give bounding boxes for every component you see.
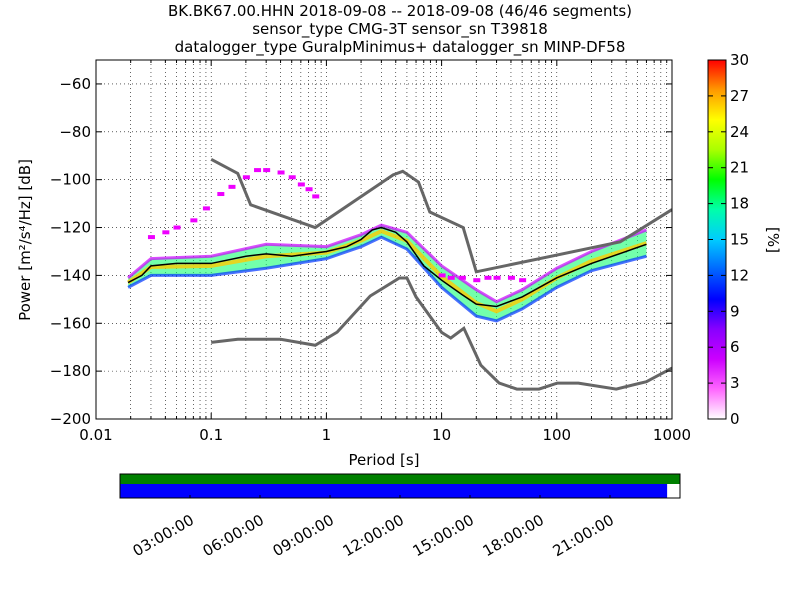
density-outlier-cell (438, 273, 446, 278)
x-tick-label: 0.1 (199, 426, 223, 444)
y-tick-label: −120 (50, 219, 91, 237)
density-outlier-cell (493, 275, 501, 280)
y-tick-label: −180 (50, 362, 91, 380)
density-outlier-cell (173, 225, 181, 230)
density-outlier-cell (305, 187, 313, 192)
colorbar-tick-label: 6 (730, 338, 740, 356)
density-outlier-cell (447, 275, 455, 280)
density-outlier-cell (217, 192, 225, 197)
density-band (128, 225, 647, 321)
availability-time-ticks: 03:00:00 06:00:00 09:00:00 12:00:00 15:00:00… (130, 495, 617, 560)
availability-tick-label: 03:00:00 (130, 511, 197, 560)
y-tick-label: −60 (59, 75, 91, 93)
density-outlier-cell (458, 275, 466, 280)
density-outlier-cell (473, 278, 481, 283)
density-outlier-cell (202, 206, 210, 211)
y-ticks: −60 −80 −100 −120 −140 −160 −180 −200 (50, 75, 672, 428)
colorbar-tick-label: 21 (730, 159, 749, 177)
availability-tick-label: 21:00:00 (550, 511, 617, 560)
x-tick-label: 0.01 (79, 426, 112, 444)
x-axis-label: Period [s] (348, 451, 419, 469)
colorbar-tick-label: 30 (730, 51, 749, 69)
chart-title-line-1: BK.BK67.00.HHN 2018-09-08 -- 2018-09-08 … (167, 2, 633, 20)
density-outlier-cell (162, 230, 170, 235)
mode-line (127, 226, 647, 308)
density-edge-upper (127, 223, 647, 304)
density-outlier-cell (228, 184, 236, 189)
availability-tick-label: 09:00:00 (270, 511, 337, 560)
colorbar-label: [%] (764, 227, 782, 253)
colorbar-tick-label: 24 (730, 123, 749, 141)
colorbar-tick-label: 15 (730, 231, 749, 249)
density-outlier-cell (288, 175, 296, 180)
availability-tick-label: 18:00:00 (480, 511, 547, 560)
colorbar-ticks: 0 3 6 9 12 15 18 21 24 27 30 (708, 51, 749, 428)
low-noise-model-line (211, 276, 672, 391)
colorbar-tick-label: 9 (730, 302, 740, 320)
density-outlier-cell (277, 170, 285, 175)
density-outlier-cell (263, 168, 271, 173)
x-tick-label: 100 (542, 426, 571, 444)
density-outlier-cell (297, 182, 305, 187)
x-tick-label: 10 (432, 426, 451, 444)
colorbar-tick-label: 12 (730, 266, 749, 284)
colorbar-tick-label: 18 (730, 195, 749, 213)
y-tick-label: −140 (50, 266, 91, 284)
y-tick-label: −80 (59, 123, 91, 141)
density-outlier-cell (147, 235, 155, 240)
availability-track-1 (120, 474, 680, 484)
plot-frame (95, 59, 673, 420)
series-lines (127, 157, 672, 391)
density-outlier-cell (519, 278, 527, 283)
x-tick-label: 1000 (653, 426, 691, 444)
availability-tick-label: 12:00:00 (340, 511, 407, 560)
density-outlier-cell (507, 275, 515, 280)
availability-tick-label: 15:00:00 (410, 511, 477, 560)
availability-track-2 (120, 484, 668, 498)
density-outlier-cell (484, 275, 492, 280)
y-tick-label: −160 (50, 314, 91, 332)
y-tick-label: −200 (50, 410, 91, 428)
density-edge-lower (127, 235, 647, 323)
x-ticks: 0.01 0.1 1 10 100 1000 (79, 60, 691, 444)
availability-tick-label: 06:00:00 (200, 511, 267, 560)
density-outlier-cell (190, 218, 198, 223)
high-noise-model-line (210, 157, 672, 274)
colorbar-tick-label: 3 (730, 374, 740, 392)
density-outlier-cell (254, 168, 262, 173)
density-outlier-cell (312, 194, 320, 199)
colorbar-tick-label: 0 (730, 410, 740, 428)
chart-title-line-2: sensor_type CMG-3T sensor_sn T39818 (252, 20, 548, 38)
availability-bar (119, 473, 681, 499)
colorbar-tick-label: 27 (730, 87, 749, 105)
y-tick-label: −100 (50, 171, 91, 189)
density-outlier-cell (242, 175, 250, 180)
chart-title-line-3: datalogger_type GuralpMinimus+ datalogge… (174, 38, 626, 56)
y-axis-label: Power [m²/s⁴/Hz] [dB] (16, 159, 34, 321)
x-tick-label: 1 (322, 426, 332, 444)
